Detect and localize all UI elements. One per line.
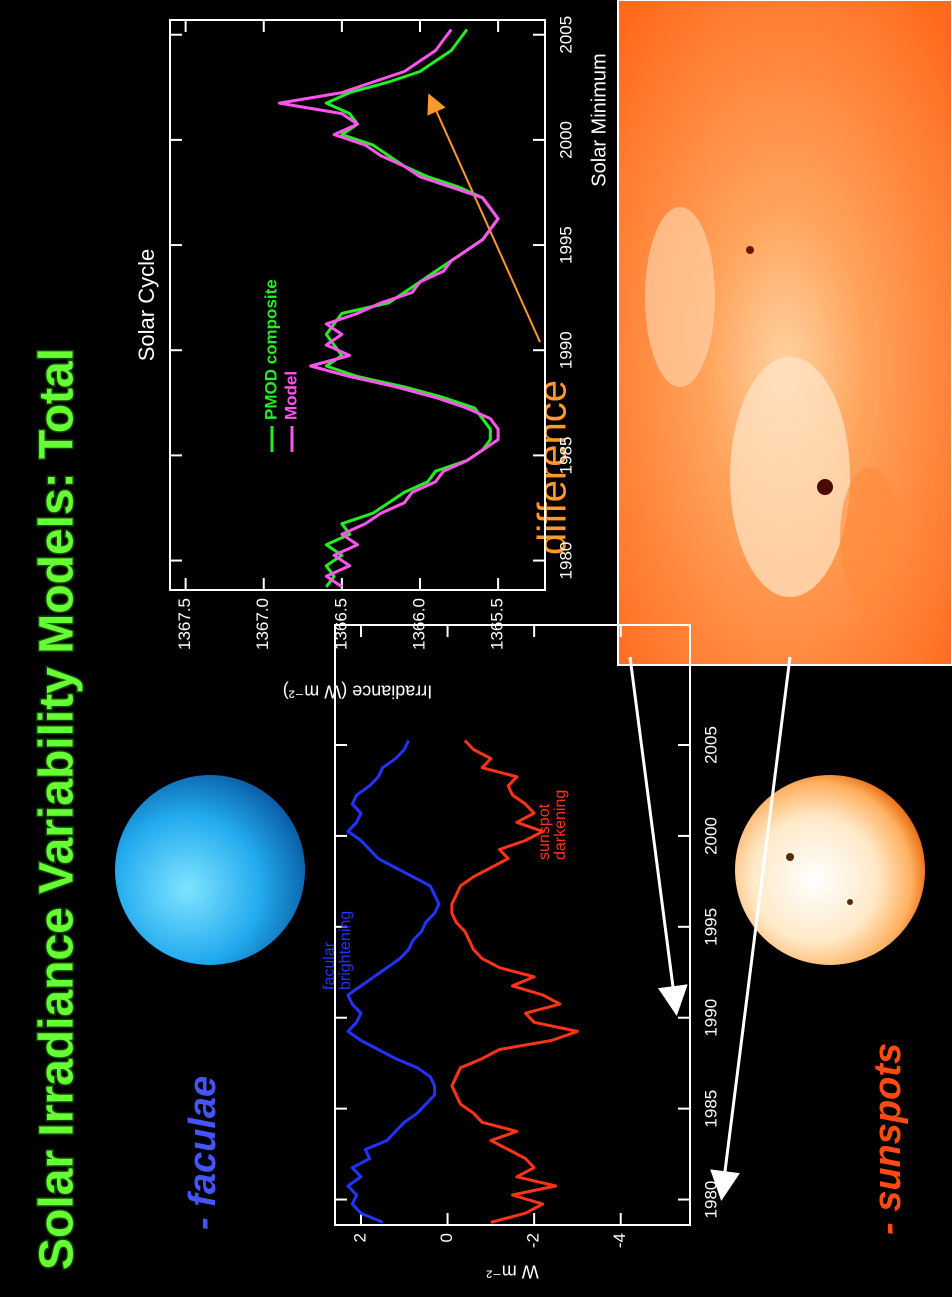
x-tick-label: 1990 [701, 999, 720, 1037]
faculae-disk [115, 775, 305, 965]
difference-label: difference [531, 380, 575, 555]
y-tick-label: 1367.5 [175, 598, 194, 650]
x-tick-label: 1980 [556, 542, 575, 580]
pointer-arrow [710, 656, 792, 1201]
sunspot-disk [735, 775, 925, 965]
series-line [324, 28, 500, 588]
y-tick-label: 1366.5 [331, 598, 350, 650]
difference-arrow [427, 93, 541, 343]
sunspot [786, 853, 794, 861]
x-tick-label: 1995 [556, 226, 575, 264]
y-tick-label: -4 [610, 1233, 629, 1248]
y-axis-label: Irradiance (W m⁻²) [283, 681, 433, 701]
x-tick-label: 1985 [556, 436, 575, 474]
y-tick-label: -2 [524, 1233, 543, 1248]
y-tick-label: 1367.0 [253, 598, 272, 650]
pointer-arrow [628, 656, 688, 1016]
solar-minimum-label: Solar Minimum [588, 53, 610, 186]
y-tick-label: 1366.0 [409, 598, 428, 650]
plot-frame [169, 19, 546, 591]
series-line [277, 28, 500, 589]
chart-title: Solar Cycle [134, 249, 159, 361]
faculae-label: - faculae [182, 1076, 224, 1230]
y-tick-label: 0 [437, 1233, 456, 1242]
x-tick-label: 1980 [701, 1181, 720, 1219]
annotation: darkening [552, 790, 569, 860]
y-tick-label: 2 [350, 1233, 369, 1242]
plot-frame [334, 624, 691, 1226]
x-tick-label: 1985 [701, 1090, 720, 1128]
y-axis-label: W m⁻² [486, 1261, 538, 1281]
x-tick-label: 1995 [701, 908, 720, 946]
solar-image [617, 0, 952, 666]
x-tick-label: 2000 [556, 121, 575, 159]
slide-title: Solar Irradiance Variability Models: Tot… [31, 348, 84, 1270]
legend-label: PMOD composite [261, 279, 280, 420]
x-tick-label: 2005 [556, 16, 575, 54]
x-tick-label: 2000 [701, 817, 720, 855]
series-line [346, 739, 441, 1224]
annotation: brightening [337, 911, 354, 990]
sunspots-label: - sunspots [867, 1043, 909, 1235]
x-tick-label: 1990 [556, 331, 575, 369]
sunspot [847, 899, 853, 905]
legend-label: Model [281, 371, 300, 420]
series-line [450, 739, 579, 1224]
annotation: sunspot [536, 803, 553, 860]
y-tick-label: 1365.5 [488, 598, 507, 650]
x-tick-label: 2005 [701, 726, 720, 764]
annotation: facular [321, 941, 338, 990]
